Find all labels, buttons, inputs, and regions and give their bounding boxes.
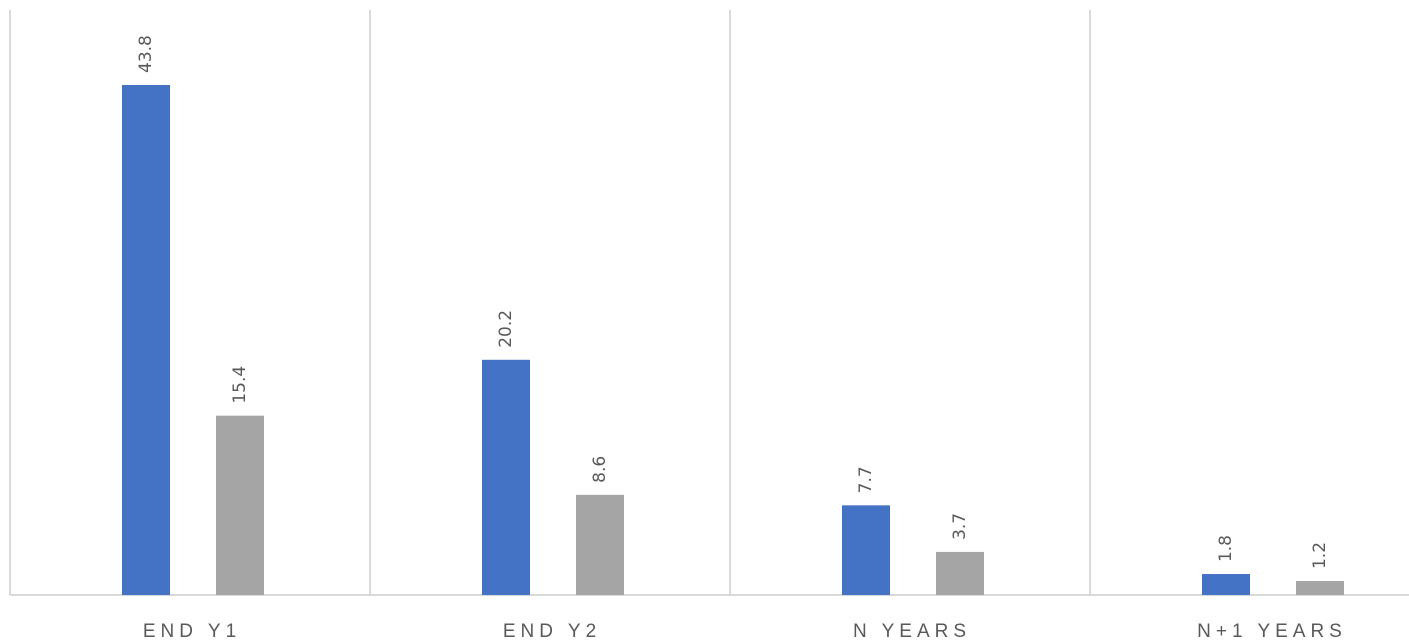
data-label: 8.6: [590, 456, 610, 483]
bar-series-1-n-years: [842, 505, 890, 595]
category-label: END Y1: [143, 621, 241, 642]
data-label: 15.4: [230, 366, 250, 404]
data-label: 7.7: [856, 466, 876, 493]
data-label: 43.8: [136, 35, 156, 73]
bar-layer: [122, 85, 1344, 595]
category-label: N+1 YEARS: [1197, 621, 1347, 642]
bar-series-1-n-1-years: [1202, 574, 1250, 595]
category-label: N YEARS: [853, 621, 971, 642]
data-label-layer: 43.8 15.4 20.2 8.6 7.7 3.7 1.8 1.2: [136, 35, 1330, 569]
bar-series-2-n-years: [936, 551, 984, 595]
category-label-layer: END Y1 END Y2 N YEARS N+1 YEARS: [143, 621, 1347, 642]
data-label: 3.7: [950, 513, 970, 540]
bar-series-1-end-y2: [482, 359, 530, 595]
bar-series-2-end-y1: [216, 415, 264, 595]
category-label: END Y2: [503, 621, 601, 642]
bar-series-1-end-y1: [122, 85, 170, 595]
bar-series-2-end-y2: [576, 494, 624, 595]
data-label: 1.2: [1310, 542, 1330, 569]
bar-series-2-n-1-years: [1296, 581, 1344, 595]
data-label: 1.8: [1216, 535, 1236, 562]
data-label: 20.2: [496, 310, 516, 348]
